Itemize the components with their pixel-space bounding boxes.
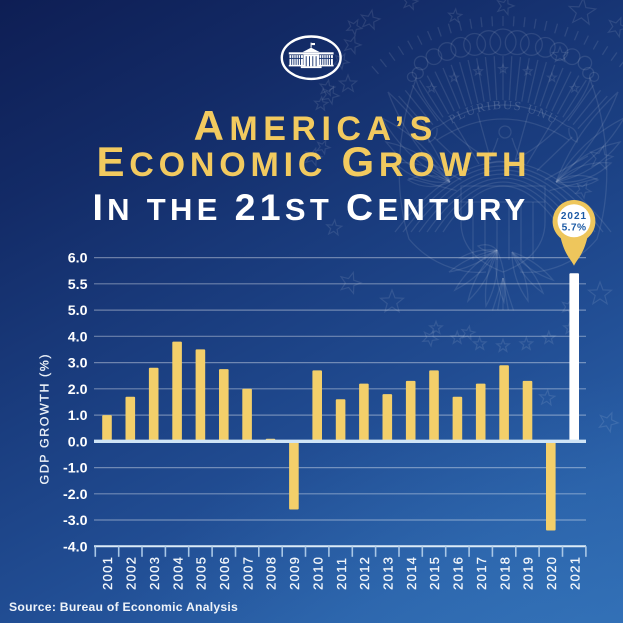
svg-text:1.0: 1.0 [68,408,88,424]
svg-text:2004: 2004 [170,556,185,590]
svg-text:2.0: 2.0 [68,382,88,398]
svg-text:2008: 2008 [264,556,279,590]
svg-text:2002: 2002 [124,556,139,590]
svg-text:2019: 2019 [521,556,536,590]
svg-text:2001: 2001 [100,556,115,590]
svg-text:2005: 2005 [194,556,209,590]
svg-text:2015: 2015 [427,556,442,590]
svg-text:GDP GROWTH (%): GDP GROWTH (%) [38,353,52,485]
svg-text:2011: 2011 [334,557,349,590]
svg-text:2017: 2017 [474,556,489,590]
svg-text:2020: 2020 [544,556,559,590]
svg-text:3.0: 3.0 [68,356,88,372]
svg-text:2013: 2013 [381,556,396,590]
svg-text:5.7%: 5.7% [562,222,587,233]
svg-text:2003: 2003 [147,556,162,590]
svg-text:2014: 2014 [404,556,419,590]
svg-text:5.5: 5.5 [68,277,88,293]
svg-text:2010: 2010 [310,556,325,590]
svg-text:2021: 2021 [567,556,582,590]
svg-text:-2.0: -2.0 [63,487,88,503]
svg-text:2018: 2018 [497,556,512,590]
svg-text:4.0: 4.0 [68,329,88,345]
svg-text:6.0: 6.0 [68,251,88,267]
svg-text:2016: 2016 [451,556,466,590]
svg-text:2012: 2012 [357,556,372,590]
svg-text:-1.0: -1.0 [63,461,88,477]
svg-text:-3.0: -3.0 [63,513,88,529]
svg-text:2006: 2006 [217,556,232,590]
svg-text:0.0: 0.0 [68,434,88,450]
svg-text:2009: 2009 [287,556,302,590]
svg-text:2021: 2021 [561,211,587,222]
svg-text:5.0: 5.0 [68,303,88,319]
svg-text:-4.0: -4.0 [63,539,88,555]
svg-text:2007: 2007 [240,556,255,590]
